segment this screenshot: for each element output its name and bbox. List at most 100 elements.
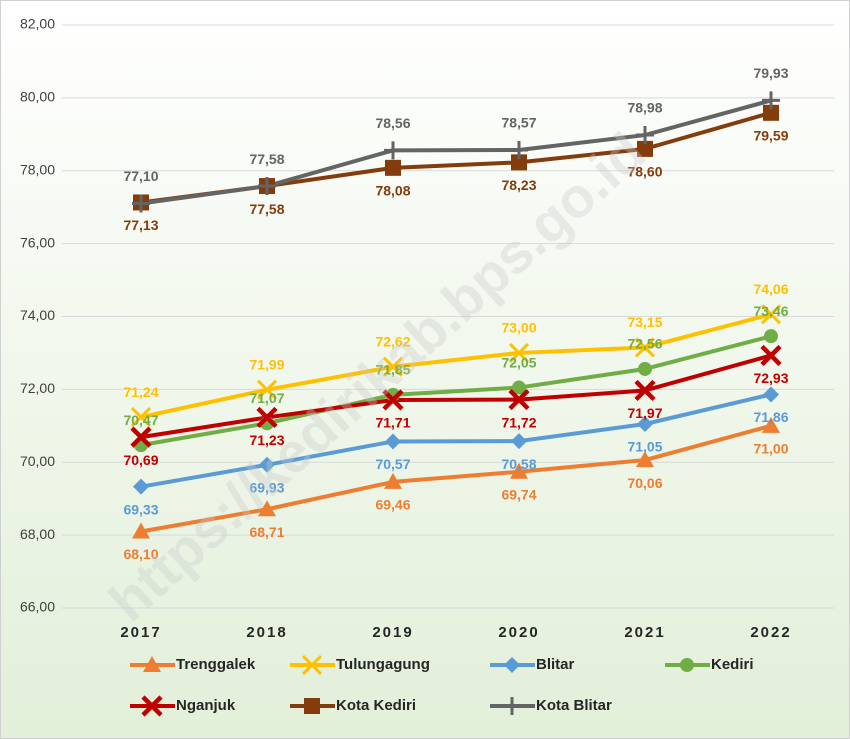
y-tick-label: 68,00: [20, 526, 55, 542]
data-label: 71,24: [123, 384, 158, 400]
data-label: 71,72: [501, 414, 536, 430]
data-label: 71,71: [375, 415, 410, 431]
series-line: [140, 312, 772, 420]
data-label: 71,23: [249, 432, 284, 448]
data-label: 69,46: [375, 497, 410, 513]
legend-marker: [680, 658, 694, 672]
marker: [259, 456, 275, 473]
series-line: [140, 353, 772, 440]
legend-label: Kota Kediri: [336, 697, 416, 714]
data-label: 70,47: [123, 412, 158, 428]
data-label: 70,57: [375, 456, 410, 472]
data-label: 72,56: [627, 336, 662, 352]
marker: [511, 433, 527, 450]
data-label: 71,00: [753, 441, 788, 457]
data-label: 73,15: [627, 314, 662, 330]
marker: [385, 159, 401, 176]
data-label: 71,85: [375, 362, 410, 378]
y-tick-label: 76,00: [20, 234, 55, 250]
y-tick-label: 66,00: [20, 599, 55, 615]
data-label: 77,58: [249, 151, 284, 167]
data-label: 77,58: [249, 201, 284, 217]
y-tick-label: 74,00: [20, 307, 55, 323]
marker: [385, 433, 401, 450]
marker: [762, 91, 780, 110]
x-tick-label: 2020: [498, 624, 539, 641]
marker: [764, 329, 778, 344]
marker: [760, 304, 782, 325]
marker: [256, 379, 278, 400]
y-tick-label: 70,00: [20, 453, 55, 469]
data-label: 72,05: [501, 354, 536, 370]
marker: [511, 154, 527, 171]
data-label: 72,62: [375, 333, 410, 349]
marker: [382, 389, 404, 411]
data-label: 70,69: [123, 452, 158, 468]
data-label: 73,00: [501, 320, 536, 336]
marker: [384, 141, 402, 160]
y-tick-label: 80,00: [20, 89, 55, 105]
marker: [508, 342, 530, 363]
legend-label: Kediri: [711, 656, 754, 673]
data-label: 77,13: [123, 217, 158, 233]
data-label: 72,93: [753, 370, 788, 386]
marker: [512, 380, 526, 395]
legend-marker: [301, 654, 323, 676]
series-line: [140, 392, 772, 489]
data-label: 78,60: [627, 164, 662, 180]
marker: [760, 344, 782, 367]
marker: [258, 177, 276, 196]
data-label: 73,46: [753, 303, 788, 319]
data-label: 71,05: [627, 439, 662, 455]
legend-marker: [141, 695, 163, 717]
marker: [384, 472, 402, 489]
data-label: 78,23: [501, 177, 536, 193]
y-tick-label: 78,00: [20, 161, 55, 177]
marker: [510, 140, 528, 159]
legend-label: Trenggalek: [176, 656, 256, 673]
data-label: 71,07: [249, 390, 284, 406]
data-label: 78,08: [375, 183, 410, 199]
marker: [634, 379, 656, 402]
x-tick-label: 2018: [246, 624, 287, 641]
x-tick-label: 2017: [120, 624, 161, 641]
legend-label: Tulungagung: [336, 656, 430, 673]
data-label: 79,59: [753, 128, 788, 144]
x-tick-label: 2019: [372, 624, 413, 641]
legend-label: Blitar: [536, 656, 575, 673]
data-label: 69,74: [501, 486, 536, 502]
data-label: 78,57: [501, 115, 536, 131]
data-label: 71,86: [753, 409, 788, 425]
data-label: 71,99: [249, 356, 284, 372]
marker: [636, 126, 654, 145]
data-label: 68,71: [249, 524, 284, 540]
marker: [256, 406, 278, 429]
data-label: 70,58: [501, 456, 536, 472]
marker: [132, 194, 150, 213]
data-label: 77,10: [123, 168, 158, 184]
marker: [132, 522, 150, 539]
marker: [130, 407, 152, 428]
marker: [763, 104, 779, 121]
marker: [382, 356, 404, 377]
y-tick-label: 72,00: [20, 380, 55, 396]
legend-marker: [504, 657, 520, 673]
marker: [763, 386, 779, 403]
y-tick-label: 82,00: [20, 16, 55, 32]
marker: [258, 500, 276, 517]
marker: [508, 388, 530, 411]
data-label: 78,56: [375, 115, 410, 131]
legend-label: Kota Blitar: [536, 697, 612, 714]
marker: [130, 426, 152, 448]
legend-label: Nganjuk: [176, 697, 236, 714]
series-line: [140, 334, 772, 448]
data-label: 74,06: [753, 281, 788, 297]
marker: [634, 337, 656, 358]
marker: [510, 462, 528, 479]
series-line: [140, 423, 772, 534]
legend-marker: [503, 697, 521, 715]
data-label: 68,10: [123, 546, 158, 562]
x-tick-label: 2021: [624, 624, 665, 641]
